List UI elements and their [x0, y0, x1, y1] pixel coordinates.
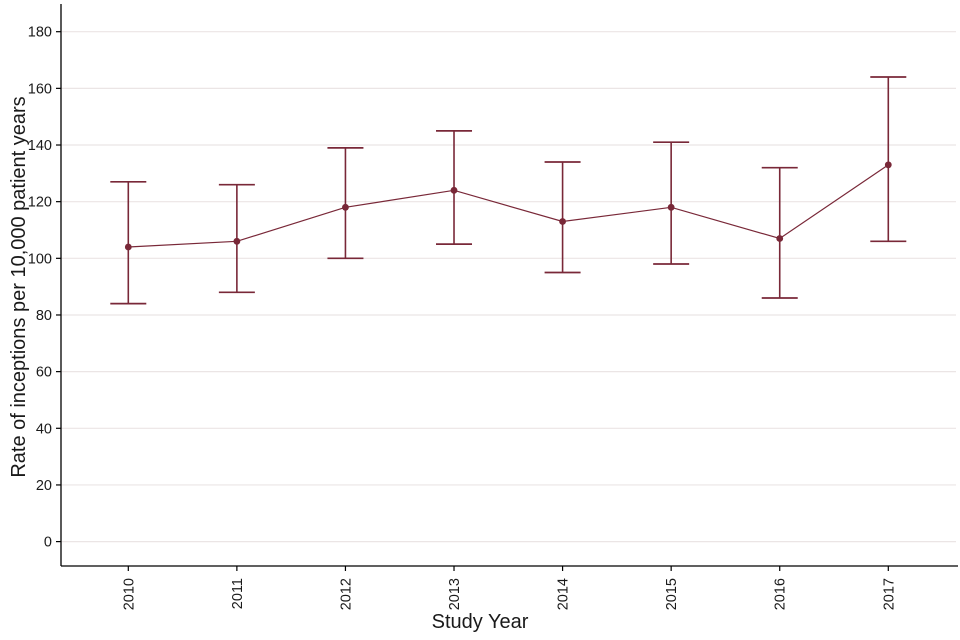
- y-tick-label: 120: [28, 195, 52, 211]
- plot-area: 0 20 40 60 80 100 120 140 160 180 2010 2011 2012 2013…: [28, 4, 958, 610]
- y-tick-label: 180: [28, 25, 52, 41]
- data-point: [124, 243, 132, 251]
- x-tick-label: 2013: [447, 578, 463, 610]
- data-point: [342, 203, 349, 211]
- x-axis-title: Study Year: [432, 611, 529, 633]
- y-tick-label: 20: [36, 478, 52, 494]
- data-point: [559, 218, 566, 225]
- data-point: [450, 186, 458, 194]
- x-tick-label: 2015: [664, 578, 680, 610]
- x-tick-label: 2014: [556, 578, 572, 610]
- y-tick-label: 40: [36, 421, 52, 437]
- x-tick-label: 2011: [230, 578, 246, 609]
- y-tick-label: 0: [44, 535, 52, 551]
- data-point: [884, 161, 892, 169]
- series-line: [128, 164, 889, 248]
- x-tick-label: 2016: [773, 578, 789, 610]
- y-tick-label: 160: [28, 81, 52, 97]
- data-point: [667, 203, 675, 211]
- y-tick-label: 80: [36, 308, 52, 324]
- data-point: [233, 237, 241, 245]
- data-point: [776, 235, 784, 242]
- x-tick-label: 2017: [881, 578, 897, 610]
- y-tick-label: 140: [28, 138, 52, 154]
- x-tick-label: 2012: [338, 578, 354, 610]
- x-tick-label: 2010: [121, 578, 137, 610]
- y-axis-title: Rate of inceptions per 10,000 patient ye…: [8, 96, 30, 477]
- y-tick-label: 100: [28, 251, 52, 267]
- y-tick-label: 60: [36, 365, 52, 381]
